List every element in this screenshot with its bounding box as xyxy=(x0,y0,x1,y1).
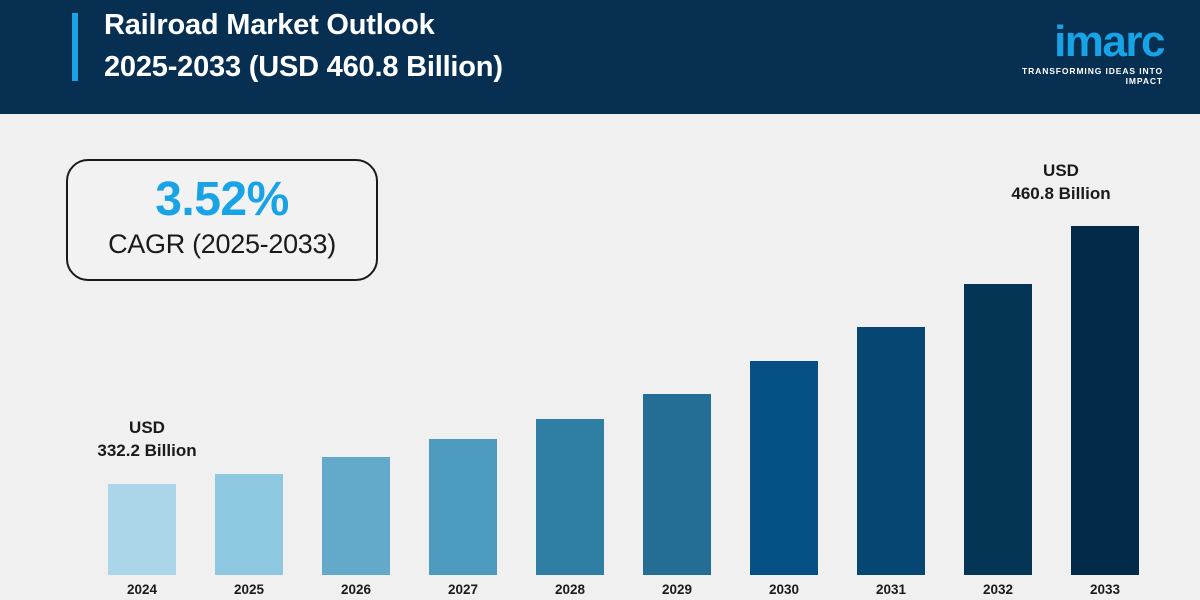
bar-2030[interactable] xyxy=(750,361,818,575)
page-title-line-2: 2025-2033 (USD 460.8 Billion) xyxy=(104,51,503,83)
bar-2026[interactable] xyxy=(322,457,390,575)
bar-2028[interactable] xyxy=(536,419,604,575)
bar-2032[interactable] xyxy=(964,284,1032,575)
x-axis-label-2025: 2025 xyxy=(233,582,265,597)
x-axis-label-2024: 2024 xyxy=(126,582,158,597)
callout-currency: USD xyxy=(1043,161,1079,180)
cagr-value: 3.52% xyxy=(155,173,289,226)
imarc-logo[interactable]: imarc TRANSFORMING IDEAS INTO IMPACT xyxy=(986,17,1166,87)
callout-amount: 460.8 Billion xyxy=(1011,184,1111,203)
page-title-line-1: Railroad Market Outlook xyxy=(104,9,435,41)
callout-amount: 332.2 Billion xyxy=(97,441,197,460)
cagr-badge: 3.52% CAGR (2025-2033) xyxy=(66,159,378,281)
page-header: Railroad Market Outlook 2025-2033 (USD 4… xyxy=(0,0,1200,114)
bar-2033[interactable] xyxy=(1071,226,1139,575)
bar-2027[interactable] xyxy=(429,439,497,575)
x-axis-label-2031: 2031 xyxy=(875,582,907,597)
header-accent-bar xyxy=(72,13,78,81)
logo-wordmark: imarc xyxy=(1054,17,1165,66)
x-axis-label-2033: 2033 xyxy=(1089,582,1121,597)
first-year-value-callout: USD 332.2 Billion xyxy=(62,416,232,462)
x-axis-label-2028: 2028 xyxy=(554,582,586,597)
last-year-value-callout: USD 460.8 Billion xyxy=(966,159,1156,205)
callout-currency: USD xyxy=(129,418,165,437)
page-title: Railroad Market Outlook 2025-2033 (USD 4… xyxy=(104,4,864,88)
bar-2025[interactable] xyxy=(215,474,283,575)
bar-2029[interactable] xyxy=(643,394,711,575)
x-axis-label-2029: 2029 xyxy=(661,582,693,597)
cagr-label: CAGR (2025-2033) xyxy=(108,229,336,259)
logo-tagline: TRANSFORMING IDEAS INTO IMPACT xyxy=(1022,66,1163,86)
bar-2031[interactable] xyxy=(857,327,925,575)
x-axis-label-2027: 2027 xyxy=(447,582,479,597)
x-axis-label-2032: 2032 xyxy=(982,582,1014,597)
bar-2024[interactable] xyxy=(108,484,176,575)
x-axis-label-2026: 2026 xyxy=(340,582,372,597)
x-axis-label-2030: 2030 xyxy=(768,582,800,597)
